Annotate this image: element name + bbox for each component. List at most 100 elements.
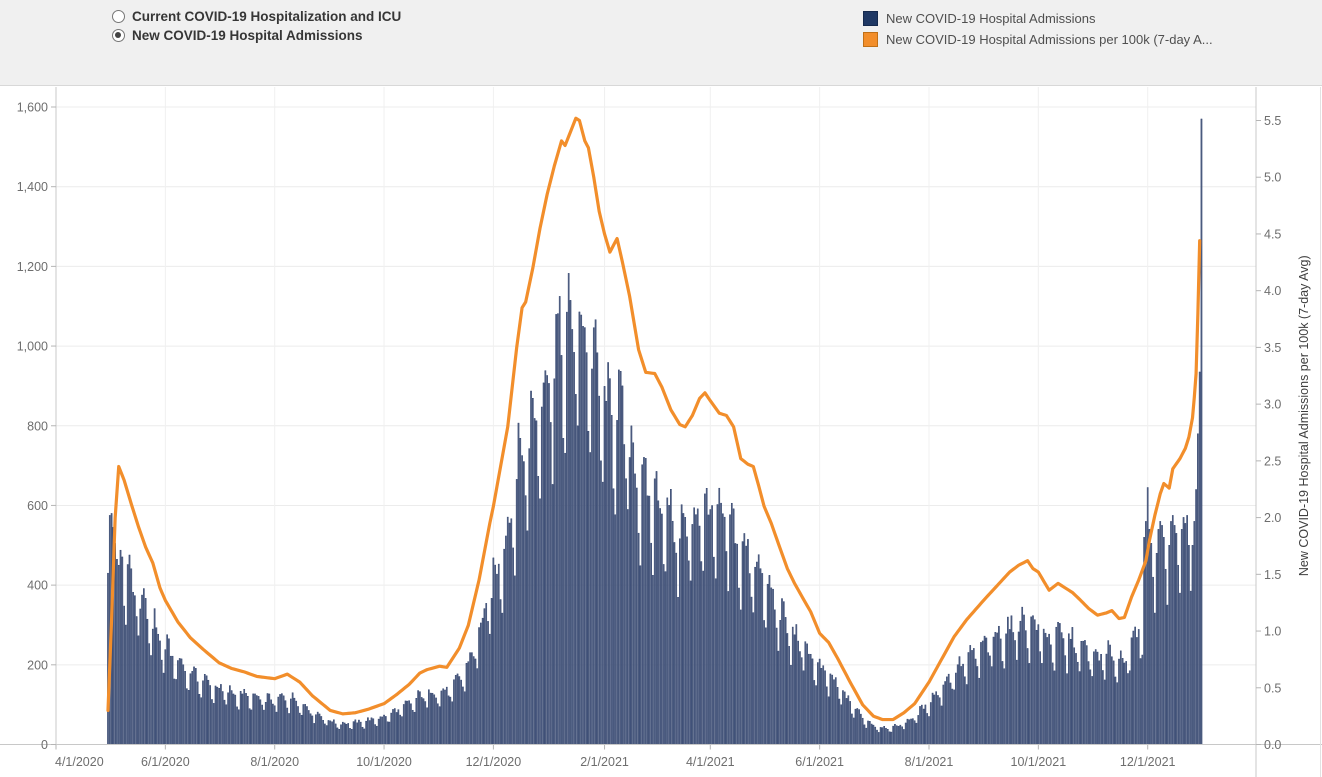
- bar: [1093, 651, 1095, 745]
- bar: [1177, 564, 1179, 745]
- bar: [1105, 653, 1108, 745]
- bar: [467, 661, 470, 745]
- bar: [376, 725, 378, 745]
- bar: [650, 542, 652, 745]
- bar: [445, 686, 448, 745]
- bar: [406, 700, 409, 745]
- bar: [1032, 615, 1034, 745]
- bar: [912, 718, 914, 745]
- bar: [374, 724, 376, 745]
- bar: [811, 658, 814, 745]
- bar: [687, 560, 690, 745]
- left-tick-label: 0: [41, 738, 48, 752]
- bar: [1125, 661, 1128, 745]
- bar: [757, 554, 760, 745]
- bar: [350, 729, 353, 745]
- bar: [919, 706, 921, 745]
- bar: [150, 655, 152, 745]
- bar: [809, 653, 812, 745]
- bar: [1050, 644, 1052, 745]
- bar: [393, 708, 396, 745]
- radio-option-new-admissions[interactable]: New COVID-19 Hospital Admissions: [112, 26, 401, 45]
- bar: [508, 522, 511, 745]
- bar: [1044, 632, 1047, 745]
- bar: [198, 694, 201, 745]
- right-tick-label: 4.5: [1264, 227, 1281, 241]
- bar: [524, 495, 527, 745]
- bar: [519, 438, 522, 745]
- bar: [205, 675, 208, 745]
- bar: [886, 729, 889, 745]
- bar: [1069, 638, 1072, 745]
- bar: [781, 598, 783, 745]
- bar: [745, 545, 747, 745]
- bar: [908, 719, 911, 745]
- bar: [843, 691, 846, 745]
- bar: [227, 692, 229, 745]
- bar: [440, 690, 443, 745]
- bar: [218, 688, 220, 745]
- bar: [869, 721, 871, 745]
- bar: [1019, 620, 1022, 745]
- bar: [616, 420, 618, 745]
- bar: [743, 533, 746, 745]
- bar: [1008, 629, 1011, 745]
- bar: [657, 500, 660, 745]
- bar: [804, 641, 807, 745]
- bar: [214, 685, 217, 745]
- bar: [436, 703, 439, 745]
- bar: [338, 729, 341, 745]
- bar: [284, 700, 287, 745]
- bar: [750, 596, 753, 745]
- bar: [815, 685, 817, 745]
- bar: [1170, 521, 1172, 745]
- bar: [555, 314, 557, 745]
- bar: [257, 696, 260, 745]
- bar: [899, 724, 902, 745]
- x-tick-label: 10/1/2021: [1011, 755, 1067, 769]
- bar: [458, 676, 461, 745]
- bar: [359, 721, 362, 745]
- bar: [720, 502, 722, 745]
- bar: [521, 455, 523, 745]
- bar: [981, 640, 984, 745]
- bar: [917, 715, 920, 745]
- bar: [126, 564, 129, 745]
- bar: [128, 554, 131, 745]
- bar: [288, 713, 290, 745]
- bar: [639, 565, 642, 745]
- radio-option-current-hospitalization[interactable]: Current COVID-19 Hospitalization and ICU: [112, 7, 401, 26]
- bar: [119, 549, 122, 745]
- bar: [863, 724, 866, 745]
- bar: [153, 608, 156, 745]
- right-tick-label: 0.0: [1264, 738, 1281, 752]
- bar: [209, 685, 211, 745]
- x-tick-label: 6/1/2021: [795, 755, 844, 769]
- bar: [589, 452, 592, 745]
- bar: [497, 563, 500, 745]
- bar: [562, 438, 565, 745]
- bar: [644, 458, 647, 745]
- bar: [856, 708, 859, 745]
- bar: [1082, 640, 1084, 745]
- bar: [268, 693, 271, 745]
- radio-selected-icon: [112, 29, 125, 42]
- bar: [1053, 670, 1056, 745]
- bar: [1136, 637, 1138, 745]
- bar: [512, 547, 514, 745]
- left-tick-label: 600: [27, 499, 48, 513]
- bar: [1100, 654, 1102, 745]
- bar: [1030, 616, 1032, 745]
- bar: [714, 578, 717, 745]
- bar: [157, 633, 160, 745]
- bar: [619, 371, 622, 745]
- bar: [702, 570, 704, 745]
- left-tick-label: 200: [27, 658, 48, 672]
- bar: [1085, 645, 1088, 745]
- bar: [1146, 487, 1149, 745]
- bar: [1134, 626, 1136, 745]
- bar: [1123, 662, 1126, 745]
- bar: [795, 624, 798, 745]
- bar: [341, 721, 344, 745]
- bar: [433, 694, 436, 745]
